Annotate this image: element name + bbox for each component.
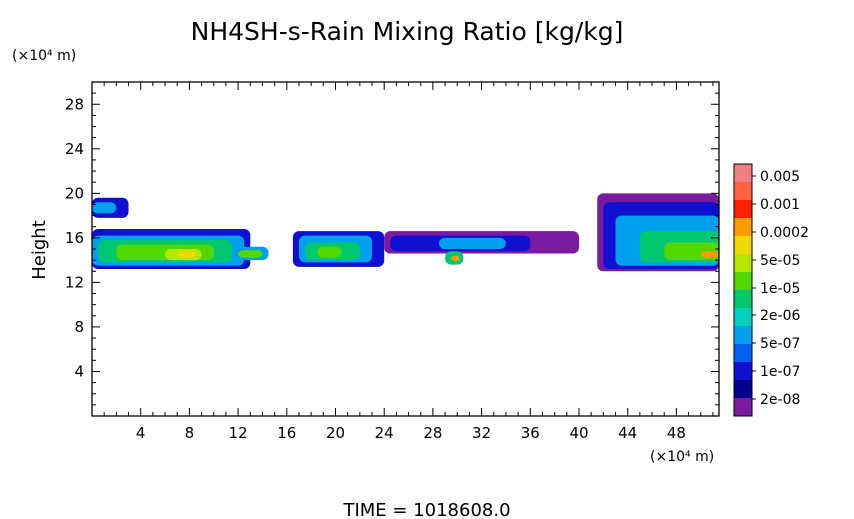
y-tick-label: 20	[65, 184, 84, 202]
heatmap-cell-7	[177, 251, 196, 258]
y-tick-label: 24	[65, 140, 84, 158]
heatmap-cell-24	[700, 251, 719, 258]
colorbar-label: 1e-07	[760, 364, 800, 380]
colorbar-label: 2e-08	[760, 392, 800, 408]
x-tick-label: 16	[277, 424, 296, 442]
heatmap-cell-1	[92, 202, 117, 214]
y-axis-label: Height	[29, 220, 50, 280]
heatmap-cell-13	[317, 246, 342, 258]
colorbar-swatch	[734, 254, 752, 273]
colorbar-swatch	[734, 362, 752, 381]
colorbar-frame	[733, 163, 753, 417]
colorbar-swatch	[734, 290, 752, 309]
colorbar-swatch	[734, 272, 752, 291]
x-tick-label: 36	[521, 424, 540, 442]
colorbar-swatch	[734, 308, 752, 327]
colorbar-swatch	[734, 344, 752, 363]
x-tick-label: 24	[375, 424, 394, 442]
heatmap-cell-16	[438, 237, 506, 249]
x-axis: 4 8 12 16 20 24 28 32 36 40 44 48	[103, 82, 714, 442]
colorbar-swatch	[734, 326, 752, 345]
x-tick-label: 4	[136, 424, 146, 442]
y-tick-label: 4	[74, 362, 84, 380]
colorbar-label: 0.005	[760, 169, 800, 185]
colorbar-swatch	[734, 182, 752, 201]
colorbar-swatch	[734, 164, 752, 183]
x-tick-label: 28	[423, 424, 442, 442]
y-axis: 4 8 12 16 20 24 28	[65, 92, 719, 406]
x-axis-unit: (×10⁴ m)	[650, 449, 714, 465]
y-tick-label: 28	[65, 95, 84, 113]
chart-title: NH4SH-s-Rain Mixing Ratio [kg/kg]	[191, 17, 624, 46]
y-tick-label: 12	[65, 273, 84, 291]
colorbar-label: 2e-06	[760, 308, 800, 324]
heatmap-cell-9	[238, 250, 263, 258]
colorbar-label: 1e-05	[760, 281, 800, 297]
colorbar-label: 0.0002	[760, 225, 809, 241]
colorbar-swatch	[734, 236, 752, 255]
x-tick-label: 20	[326, 424, 345, 442]
heatmap-layer	[92, 193, 719, 272]
heatmap-cell-18	[451, 255, 460, 262]
x-tick-label: 12	[229, 424, 248, 442]
colorbar-label: 5e-05	[760, 253, 800, 269]
colorbar: 0.005 0.001 0.0002 5e-05 1e-05 2e-06 5e-07 1e-0…	[733, 163, 809, 417]
x-tick-label: 48	[667, 424, 686, 442]
x-tick-label: 40	[569, 424, 588, 442]
x-tick-label: 32	[472, 424, 491, 442]
y-tick-label: 8	[74, 318, 84, 336]
colorbar-swatch	[734, 200, 752, 219]
colorbar-swatch	[734, 398, 752, 417]
y-axis-unit: (×10⁴ m)	[12, 48, 76, 64]
colorbar-swatch	[734, 380, 752, 399]
colorbar-label: 5e-07	[760, 336, 800, 352]
colorbar-label: 0.001	[760, 197, 800, 213]
y-tick-label: 16	[65, 229, 84, 247]
x-tick-label: 8	[185, 424, 195, 442]
x-tick-label: 44	[618, 424, 637, 442]
time-footer: TIME = 1018608.0	[342, 500, 510, 519]
colorbar-swatch	[734, 218, 752, 237]
